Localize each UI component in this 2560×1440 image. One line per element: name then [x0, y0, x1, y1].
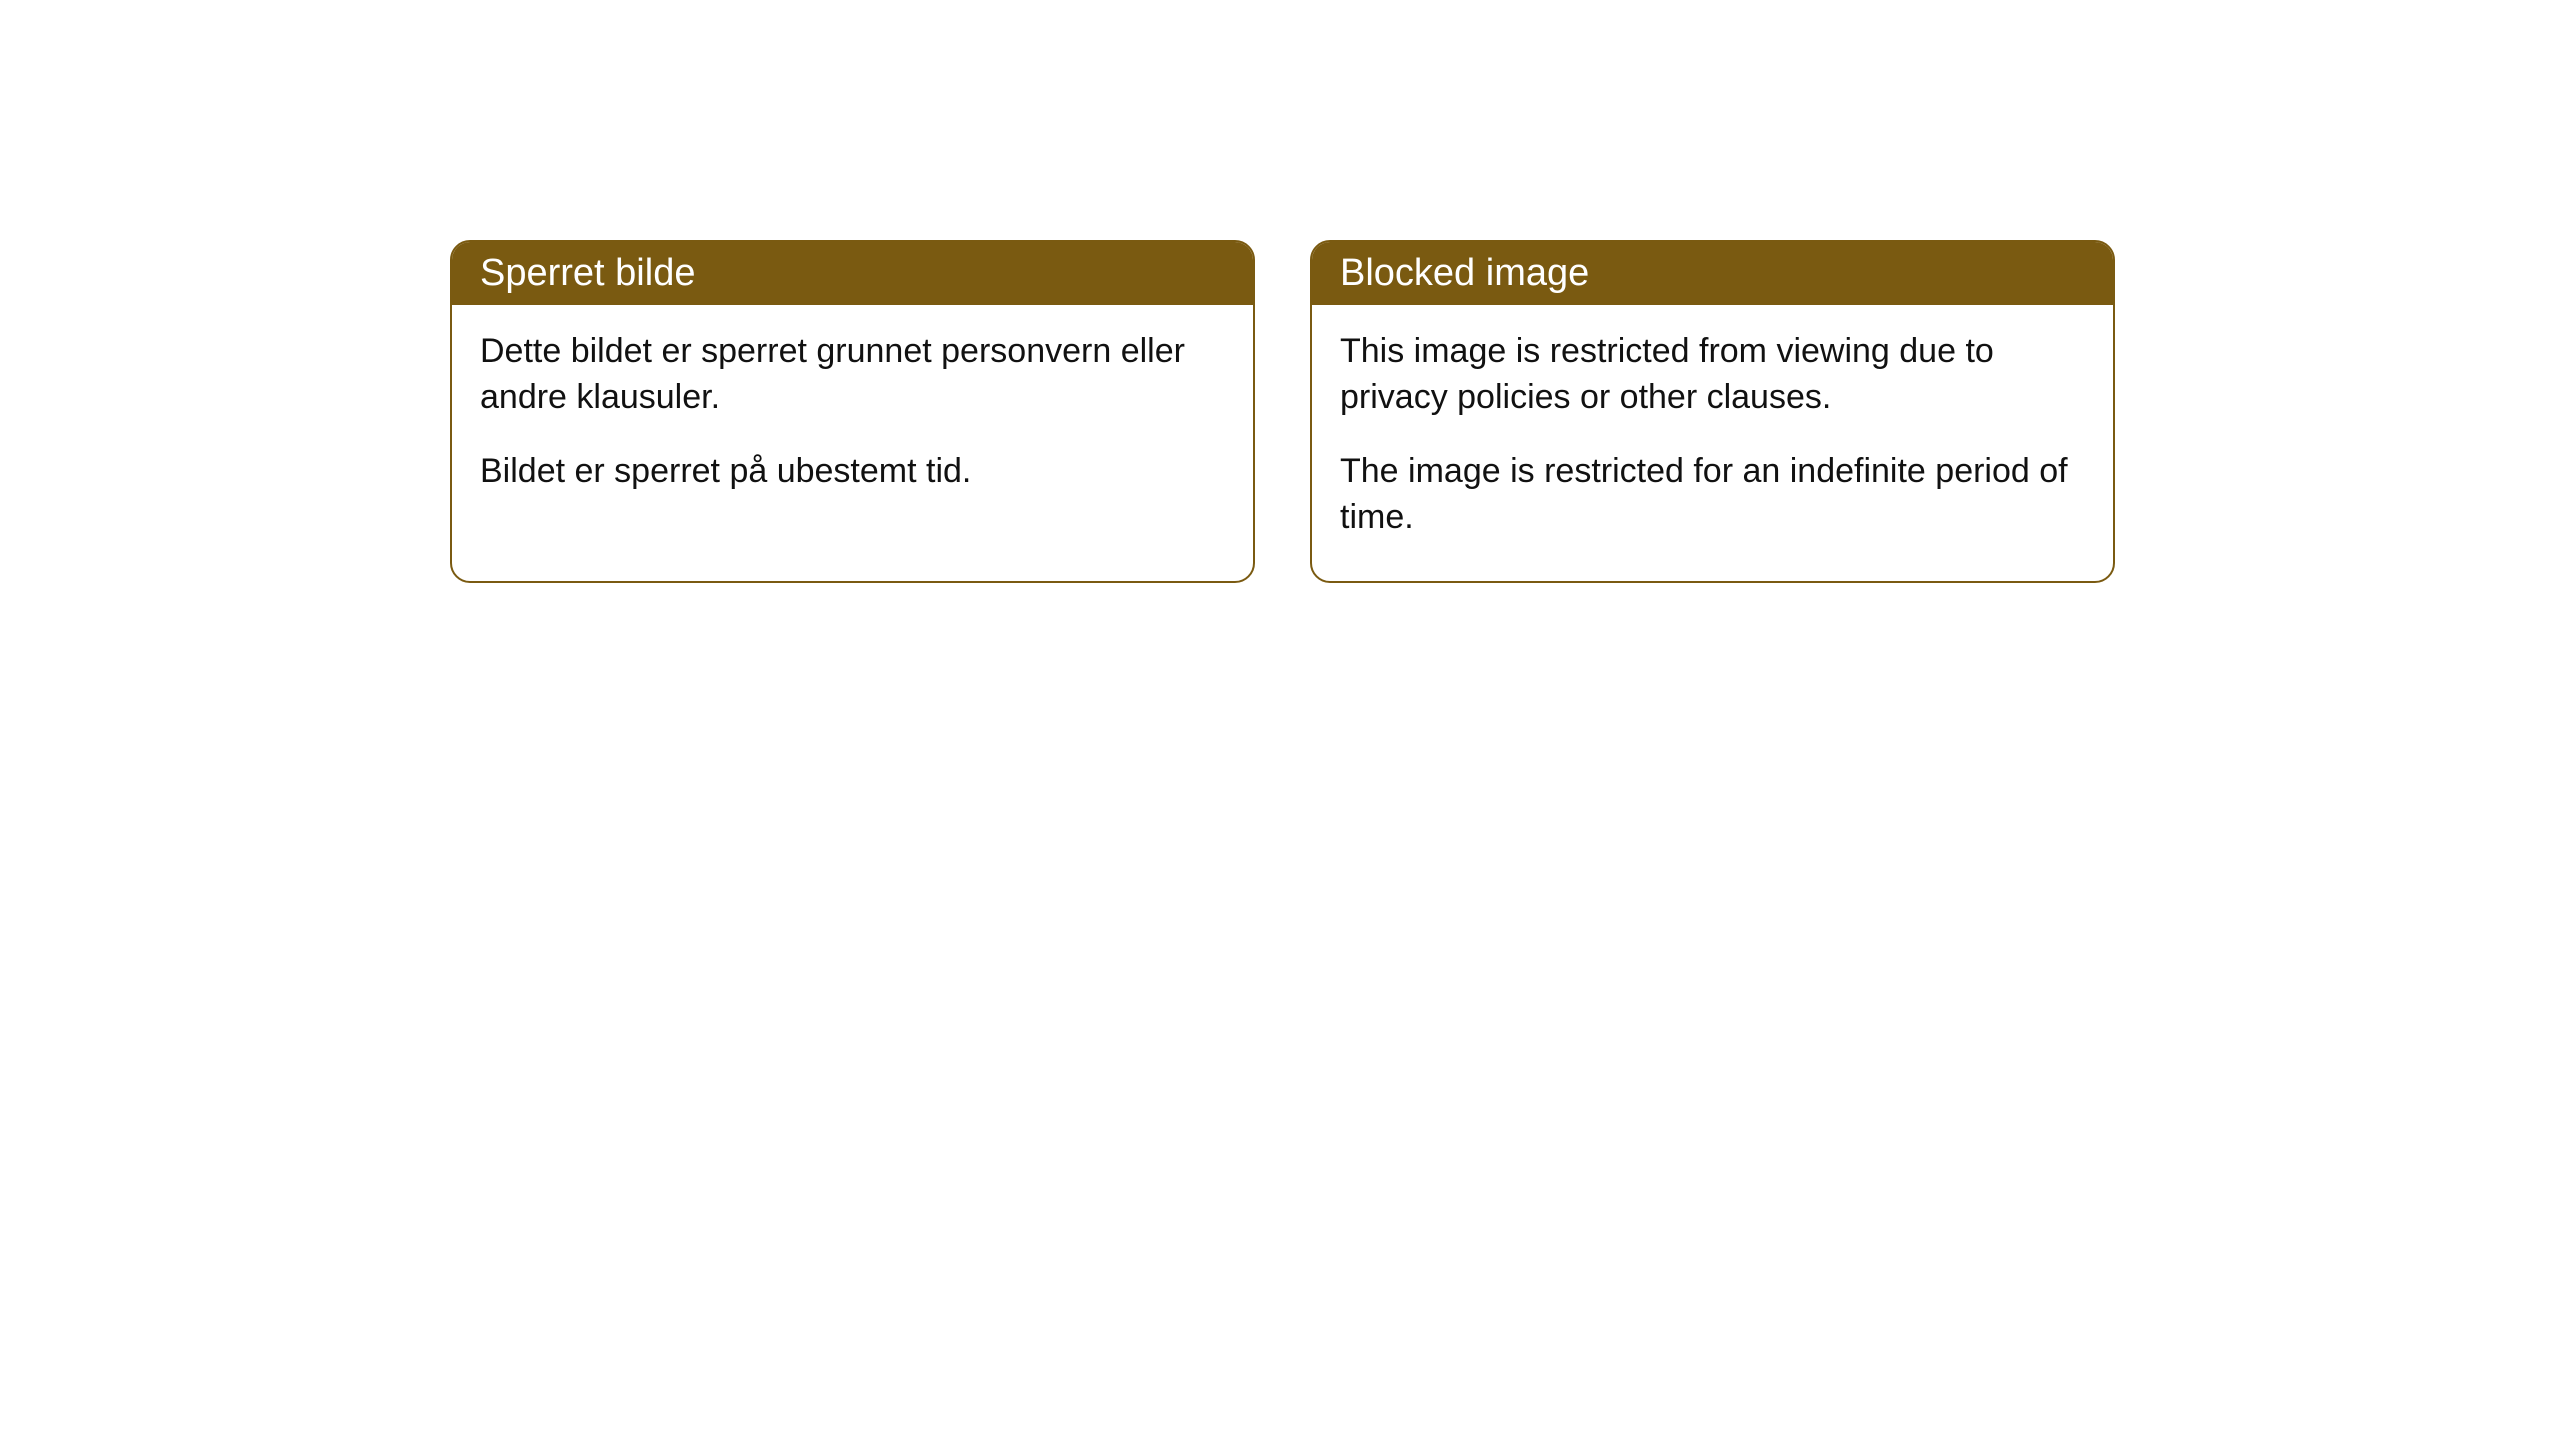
- blocked-image-card-english: Blocked image This image is restricted f…: [1310, 240, 2115, 583]
- card-header: Sperret bilde: [452, 242, 1253, 305]
- card-paragraph-2: The image is restricted for an indefinit…: [1340, 449, 2085, 541]
- cards-container: Sperret bilde Dette bildet er sperret gr…: [450, 240, 2115, 583]
- blocked-image-card-norwegian: Sperret bilde Dette bildet er sperret gr…: [450, 240, 1255, 583]
- card-header: Blocked image: [1312, 242, 2113, 305]
- card-title: Sperret bilde: [480, 252, 695, 294]
- card-paragraph-2: Bildet er sperret på ubestemt tid.: [480, 449, 1225, 495]
- card-title: Blocked image: [1340, 252, 1589, 294]
- card-body: This image is restricted from viewing du…: [1312, 305, 2113, 581]
- card-paragraph-1: Dette bildet er sperret grunnet personve…: [480, 329, 1225, 421]
- card-paragraph-1: This image is restricted from viewing du…: [1340, 329, 2085, 421]
- card-body: Dette bildet er sperret grunnet personve…: [452, 305, 1253, 535]
